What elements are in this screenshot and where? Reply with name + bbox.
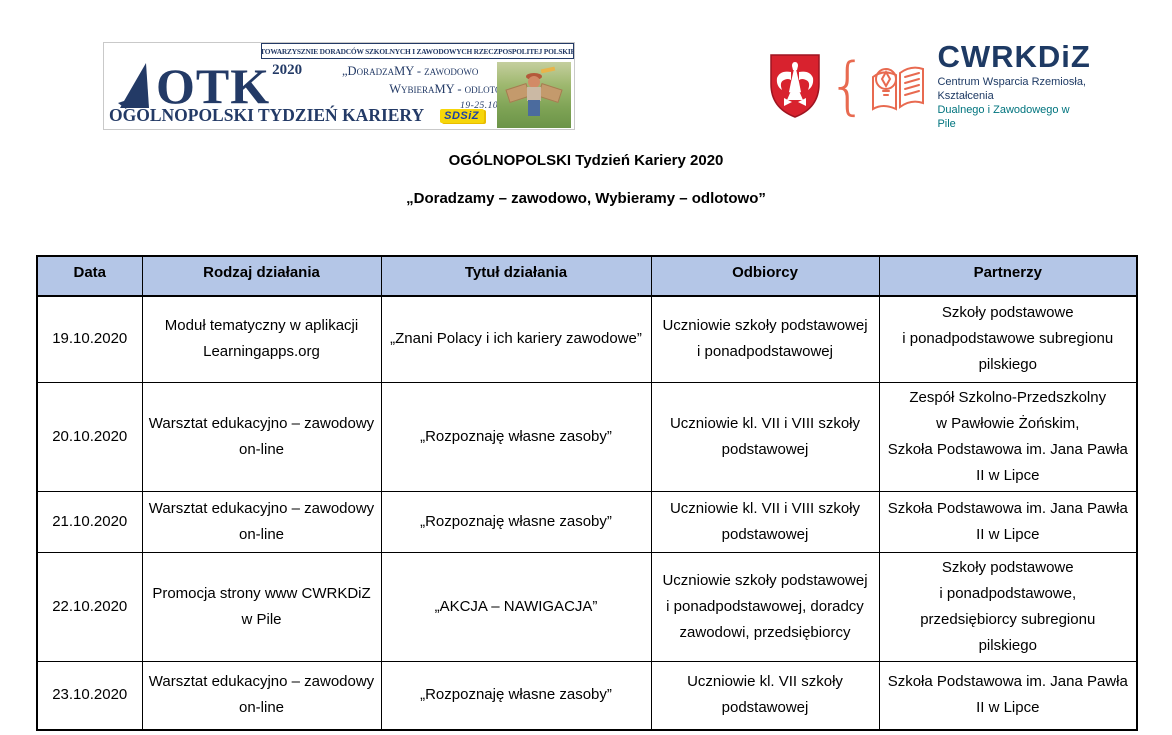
book-bulb-icon <box>872 66 925 111</box>
photo-toy-plane <box>540 66 556 74</box>
table-header-row: Data Rodzaj działania Tytuł działania Od… <box>36 255 1138 297</box>
table-cell: 23.10.2020 <box>36 660 143 731</box>
table-cell: Szkoły podstawowe i ponadpodstawowe subr… <box>878 295 1138 383</box>
column-header-rodzaj: Rodzaj działania <box>141 255 382 297</box>
column-header-tytul: Tytuł działania <box>380 255 652 297</box>
table-cell: Uczniowie kl. VII szkoły podstawowej <box>650 660 880 731</box>
cwrkdiz-logo: { CWRKDiZ Centrum Wsparcia Rzemiosła, Ks… <box>770 41 1090 130</box>
table-row: 20.10.2020 Warsztat edukacyjno – zawodowy… <box>36 381 1138 492</box>
otk-year: 2020 <box>272 62 303 78</box>
table-row: 21.10.2020 Warsztat edukacyjno – zawodowy… <box>36 490 1138 553</box>
cwrkdiz-subtitle-2: Dualnego i Zawodowego w Pile <box>937 104 1070 130</box>
table-body: 19.10.2020 Moduł tematyczny w aplikacji L… <box>36 295 1138 731</box>
table-cell: Zespół Szkolno-Przedszkolny w Pawłowie Ż… <box>878 381 1138 492</box>
page-subtitle: „Doradzamy – zawodowo, Wybieramy – odlot… <box>406 190 766 207</box>
page-title: OGÓLNOPOLSKI Tydzień Kariery 2020 <box>448 152 724 169</box>
photo-child <box>528 76 540 88</box>
table-cell: „Rozpoznaję własne zasoby” <box>380 490 652 553</box>
otk-sail-icon <box>118 63 149 109</box>
table-cell: Uczniowie szkoły podstawowej i ponadpods… <box>650 551 880 662</box>
table-cell: Szkoła Podstawowa im. Jana Pawła II w Li… <box>878 660 1138 731</box>
slogan-line-2: WybieraMY - odlotowo” <box>389 82 522 96</box>
table-cell: 20.10.2020 <box>36 381 143 492</box>
slogan-line-1: „DoradzaMY - zawodowo <box>342 64 479 78</box>
table-cell: „Znani Polacy i ich kariery zawodowe” <box>380 295 652 383</box>
banner-photo <box>497 62 571 128</box>
column-header-data: Data <box>36 255 143 297</box>
table-cell: Warsztat edukacyjno – zawodowy on-line <box>141 660 382 731</box>
table-cell: Szkoły podstawowe i ponadpodstawowe, prz… <box>878 551 1138 662</box>
table-cell: Warsztat edukacyjno – zawodowy on-line <box>141 381 382 492</box>
otk-banner: STOWARZYSZNIE DORADCÓW SZKOLNYCH I ZAWOD… <box>103 42 575 130</box>
sdsiz-logo: SDSiZ <box>440 108 485 123</box>
cwrkdiz-acronym: CWRKDiZ <box>937 39 1091 74</box>
table-row: 22.10.2020 Promocja strony www CWRKDiZ w … <box>36 551 1138 662</box>
table-cell: „Rozpoznaję własne zasoby” <box>380 381 652 492</box>
wielkopolska-crest-icon <box>770 54 820 118</box>
table-cell: „Rozpoznaję własne zasoby” <box>380 660 652 731</box>
table-cell: Szkoła Podstawowa im. Jana Pawła II w Li… <box>878 490 1138 553</box>
brace-glyph: { <box>828 49 868 122</box>
photo-cardboard-wing <box>537 82 563 104</box>
table-row: 19.10.2020 Moduł tematyczny w aplikacji L… <box>36 295 1138 383</box>
table-cell: 19.10.2020 <box>36 295 143 383</box>
cwrkdiz-subtitle-1: Centrum Wsparcia Rzemiosła, Kształcenia <box>937 76 1086 102</box>
column-header-odbiorcy: Odbiorcy <box>650 255 880 297</box>
table-cell: Warsztat edukacyjno – zawodowy on-line <box>141 490 382 553</box>
schedule-table: Data Rodzaj działania Tytuł działania Od… <box>36 255 1138 731</box>
table-cell: Uczniowie kl. VII i VIII szkoły podstawo… <box>650 490 880 553</box>
table-cell: „AKCJA – NAWIGACJA” <box>380 551 652 662</box>
photo-child <box>528 100 540 116</box>
otk-banner-title: OGÓLNOPOLSKI TYDZIEŃ KARIERY <box>109 105 425 125</box>
table-cell: Uczniowie szkoły podstawowej i ponadpods… <box>650 295 880 383</box>
table-cell: 21.10.2020 <box>36 490 143 553</box>
otk-slogan: „DoradzaMY - zawodowo WybieraMY - odloto… <box>336 62 522 98</box>
table-row: 23.10.2020 Warsztat edukacyjno – zawodowy… <box>36 660 1138 731</box>
otk-letters: OTK <box>156 58 271 114</box>
photo-child <box>527 87 541 101</box>
column-header-partnerzy: Partnerzy <box>878 255 1138 297</box>
association-name: STOWARZYSZNIE DORADCÓW SZKOLNYCH I ZAWOD… <box>261 43 574 59</box>
table-cell: Moduł tematyczny w aplikacji Learningapp… <box>141 295 382 383</box>
table-cell: Uczniowie kl. VII i VIII szkoły podstawo… <box>650 381 880 492</box>
otk-logo: OTK 2020 <box>116 57 302 111</box>
otk-dates: 19-25.10.2020 <box>460 101 522 111</box>
table-cell: 22.10.2020 <box>36 551 143 662</box>
table-cell: Promocja strony www CWRKDiZ w Pile <box>141 551 382 662</box>
